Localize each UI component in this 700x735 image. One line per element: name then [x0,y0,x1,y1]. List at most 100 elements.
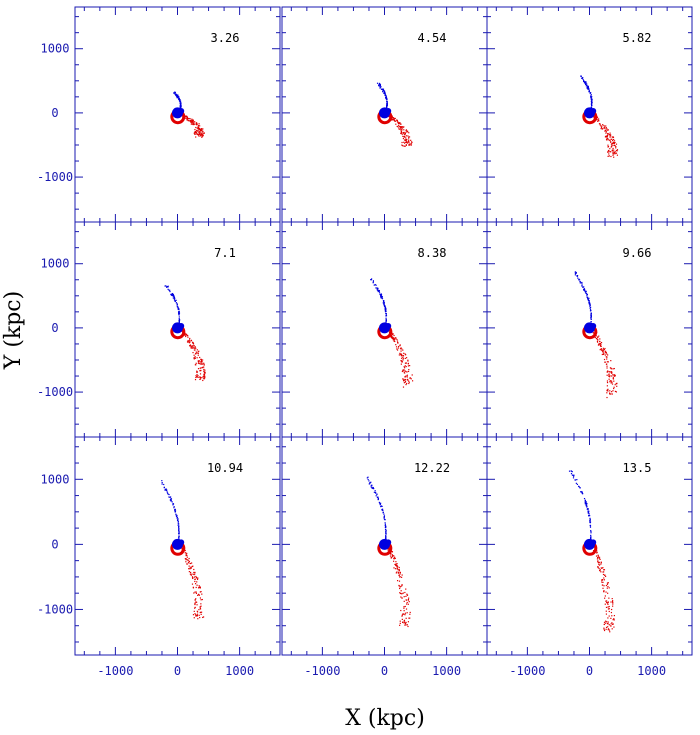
red-particle [405,379,407,381]
blue-particle [178,314,180,316]
red-particle [390,557,392,559]
red-particle [407,141,409,143]
red-particle [604,597,606,599]
red-particle [404,365,406,367]
red-particle [606,353,608,355]
blue-particle [178,96,180,98]
red-particle [195,598,197,600]
red-particle [203,373,206,375]
blue-particle [166,489,168,491]
blue-particle [589,522,591,524]
blue-particle [175,513,177,515]
red-particle [607,585,609,588]
blue-particle [576,478,578,481]
blue-particle [173,92,175,94]
red-particle [401,592,403,595]
red-particle [395,564,397,566]
blue-particle [384,305,386,307]
red-particle [403,369,405,371]
blue-particle [382,509,384,512]
red-particle [186,119,188,121]
red-particle [198,609,200,611]
red-particle [606,392,608,394]
red-particle [615,383,617,385]
red-particle [196,352,198,354]
red-particle [610,380,613,382]
red-particle [603,579,605,581]
blue-particle [178,535,180,537]
blue-particle [368,483,370,485]
blue-particle [177,519,179,521]
red-particle [194,357,196,359]
red-particle [408,597,410,599]
red-particle [402,131,404,134]
blue-particle [588,514,590,517]
red-particle [599,344,602,347]
red-particle [601,125,603,127]
red-particle [401,348,403,350]
red-particle [203,364,205,366]
blue-particle [382,88,384,90]
red-particle [399,586,401,588]
red-particle [408,136,411,138]
red-particle [401,133,403,135]
red-particle [200,133,202,135]
red-particle [202,379,204,382]
blue-particle [384,94,386,97]
blue-particle [586,296,588,298]
blue-particle [177,518,179,520]
red-particle [607,388,609,390]
red-particle [404,131,406,134]
red-particle [399,587,401,590]
red-particle [395,563,397,565]
blue-particle [575,482,577,484]
red-particle [613,386,615,388]
red-particle [200,611,202,613]
blue-particle [379,87,381,89]
blue-particle [385,533,387,535]
red-particle [202,616,205,618]
red-particle [404,362,407,364]
blue-core-secondary [385,322,392,329]
blue-particle [168,493,170,496]
blue-particle [590,538,592,540]
red-particle [609,151,611,153]
panel-3: 5.82 [486,6,693,223]
blue-particle [588,299,590,302]
red-particle [402,354,404,357]
blue-particle [587,299,590,302]
red-particle [601,128,603,130]
red-particle [203,363,205,365]
red-particle [188,568,190,570]
blue-particle [584,82,587,84]
blue-particle [383,515,386,517]
blue-particle [588,297,590,299]
blue-particle [178,97,180,99]
blue-particle [587,511,589,513]
red-particle [605,626,608,628]
red-particle [596,558,599,560]
red-particle [606,587,608,589]
red-particle [194,576,196,578]
x-tick-label: 0 [174,664,181,678]
blue-particle [590,316,592,318]
red-particle [606,601,608,604]
red-particle [194,602,196,604]
red-particle [598,558,600,560]
red-particle [192,342,194,344]
blue-particle [386,104,388,106]
red-particle [405,135,407,137]
red-particle [613,142,616,144]
time-label: 10.94 [207,461,243,475]
blue-particle [588,88,590,91]
blue-particle [580,491,582,493]
red-particle [595,335,597,337]
red-particle [410,143,413,145]
blue-particle [578,279,580,281]
red-particle [405,139,407,141]
red-particle [602,571,604,573]
red-particle [402,349,404,351]
blue-particle [179,98,181,101]
blue-particle [385,310,387,312]
red-particle [404,614,406,616]
